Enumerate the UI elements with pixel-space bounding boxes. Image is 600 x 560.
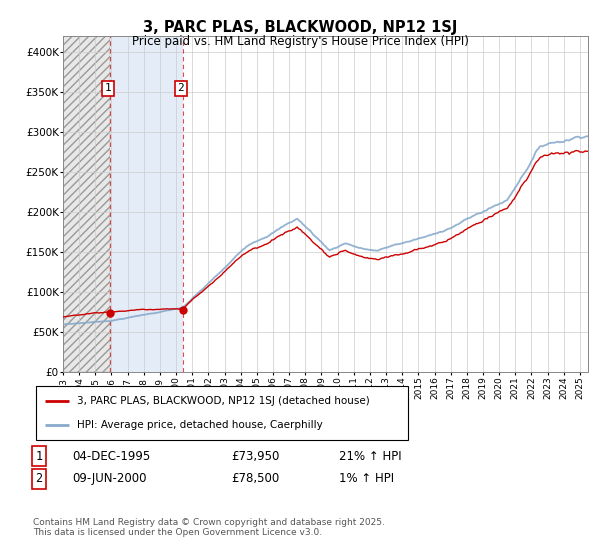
Text: 09-JUN-2000: 09-JUN-2000: [72, 472, 146, 486]
Bar: [63, 36, 110, 372]
FancyBboxPatch shape: [36, 386, 408, 440]
Text: Price paid vs. HM Land Registry's House Price Index (HPI): Price paid vs. HM Land Registry's House …: [131, 35, 469, 48]
Text: 2: 2: [178, 83, 184, 94]
Text: Contains HM Land Registry data © Crown copyright and database right 2025.
This d: Contains HM Land Registry data © Crown c…: [33, 518, 385, 538]
Text: 1% ↑ HPI: 1% ↑ HPI: [339, 472, 394, 486]
Text: £73,950: £73,950: [231, 450, 280, 463]
Text: 2: 2: [35, 472, 43, 486]
Text: 04-DEC-1995: 04-DEC-1995: [72, 450, 150, 463]
Text: £78,500: £78,500: [231, 472, 279, 486]
Bar: [110, 36, 183, 372]
Text: 1: 1: [35, 450, 43, 463]
Text: 21% ↑ HPI: 21% ↑ HPI: [339, 450, 401, 463]
Text: 3, PARC PLAS, BLACKWOOD, NP12 1SJ (detached house): 3, PARC PLAS, BLACKWOOD, NP12 1SJ (detac…: [77, 396, 370, 406]
Text: 1: 1: [104, 83, 111, 94]
Text: HPI: Average price, detached house, Caerphilly: HPI: Average price, detached house, Caer…: [77, 419, 323, 430]
Text: 3, PARC PLAS, BLACKWOOD, NP12 1SJ: 3, PARC PLAS, BLACKWOOD, NP12 1SJ: [143, 20, 457, 35]
